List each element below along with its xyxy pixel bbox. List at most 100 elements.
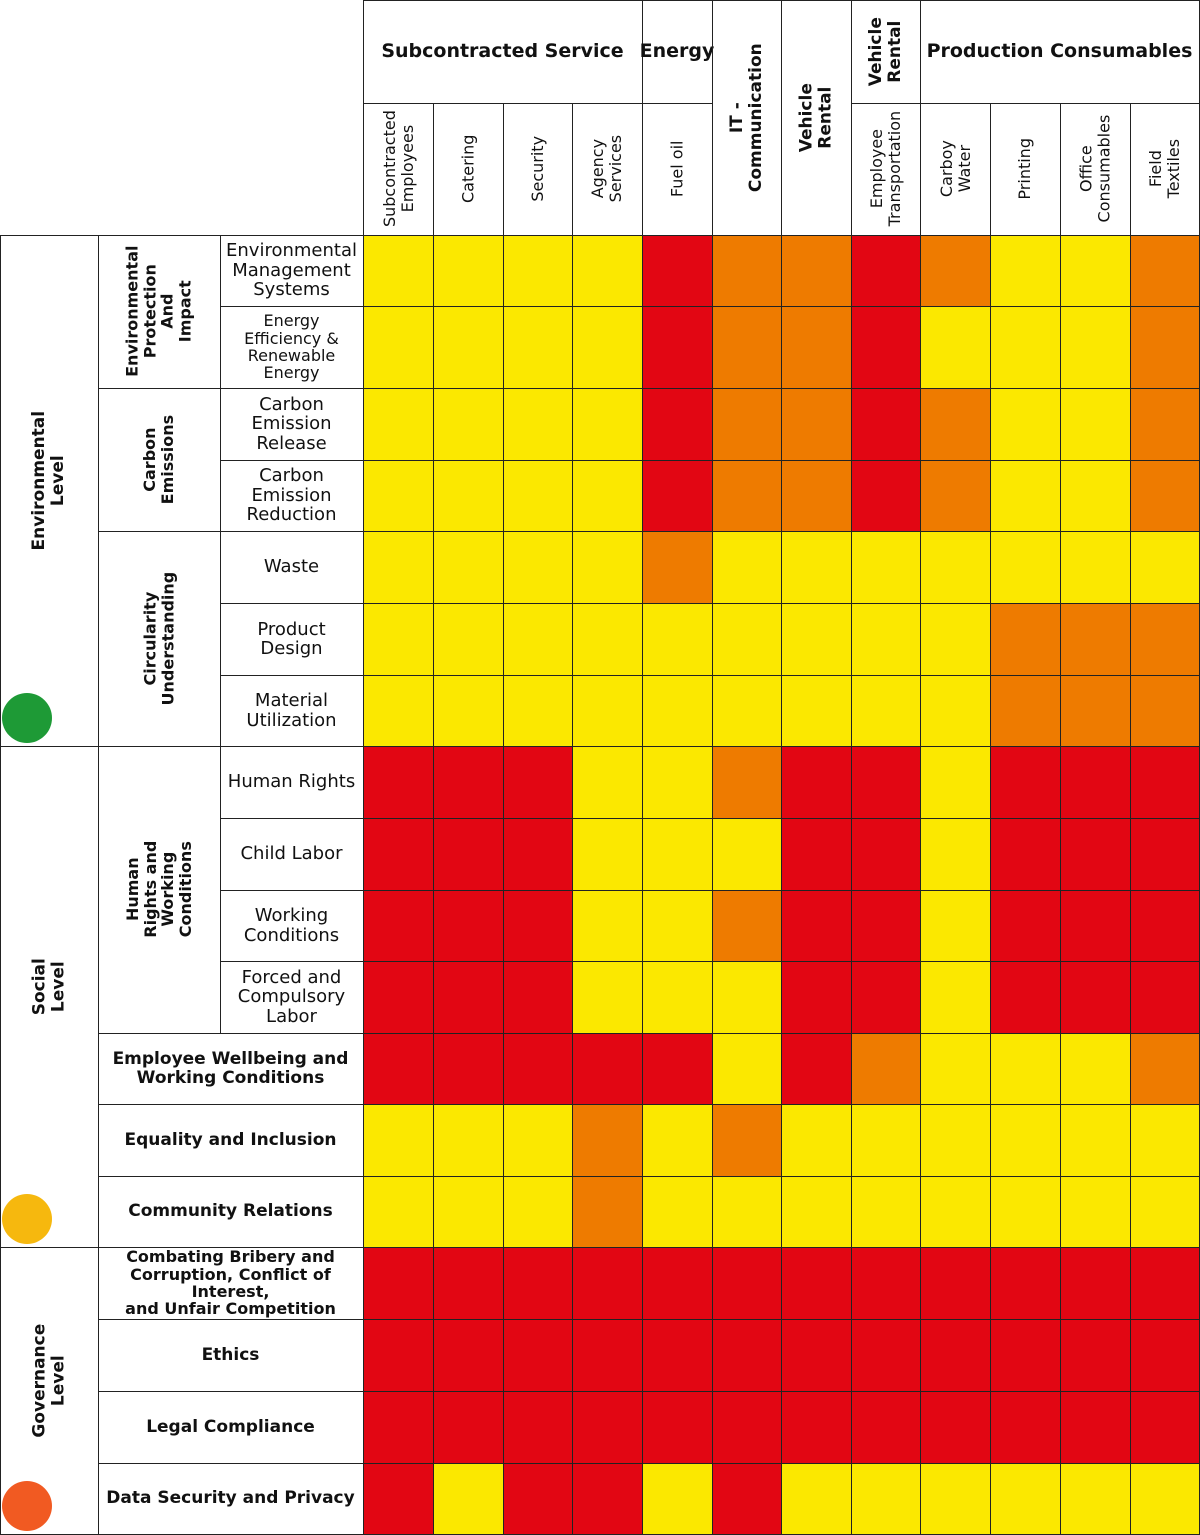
heatmap-cell [1060, 1463, 1131, 1535]
heatmap-cell [433, 306, 504, 389]
heatmap-cell [503, 1319, 573, 1392]
heatmap-cell [1060, 531, 1131, 604]
heatmap-cell [642, 675, 713, 747]
row-label-text: Product Design [257, 618, 326, 659]
heatmap-cell [642, 961, 713, 1034]
heatmap-cell [363, 961, 434, 1034]
row-label-text: Material Utilization [246, 690, 337, 731]
level-label-text: Governance Level [29, 1323, 69, 1438]
column-group-label-text: Energy [639, 40, 715, 63]
heatmap-cell [851, 675, 921, 747]
heatmap-cell [851, 746, 921, 819]
heatmap-cell [920, 306, 991, 389]
column-label: Subcontracted Employees [363, 103, 433, 235]
heatmap-cell [990, 1391, 1061, 1464]
heatmap-cell [781, 675, 852, 747]
column-label: Security [503, 103, 572, 235]
heatmap-cell [642, 1176, 713, 1248]
heatmap-cell [851, 1033, 921, 1105]
heatmap-cell [503, 1391, 573, 1464]
heatmap-cell [1060, 1247, 1131, 1320]
heatmap-cell [712, 675, 782, 747]
heatmap-cell [503, 1176, 573, 1248]
row-label-text: Working Conditions [243, 905, 340, 946]
heatmap-cell [1130, 1247, 1200, 1320]
heatmap-cell [572, 235, 643, 307]
heatmap-cell [1060, 1176, 1131, 1248]
heatmap-cell [503, 675, 573, 747]
row-label-text: Combating Bribery and Corruption, Confli… [125, 1247, 336, 1319]
heatmap-cell [990, 890, 1061, 962]
heatmap-cell [642, 1033, 713, 1105]
heatmap-cell [1130, 1319, 1200, 1392]
row-label-text: Waste [263, 556, 320, 578]
row-label: Carbon Emission Reduction [220, 460, 363, 531]
column-label: Catering [433, 103, 503, 235]
heatmap-cell [781, 1033, 852, 1105]
heatmap-cell [503, 603, 573, 676]
heatmap-cell [503, 1104, 573, 1177]
heatmap-cell [781, 1176, 852, 1248]
heatmap-cell [572, 388, 643, 461]
heatmap-cell [642, 1391, 713, 1464]
row-label: Ethics [98, 1319, 363, 1391]
category-label: Environmental Protection And Impact [98, 235, 220, 388]
heatmap-cell [503, 1463, 573, 1535]
heatmap-cell [990, 675, 1061, 747]
heatmap-cell [781, 890, 852, 962]
heatmap-cell [363, 531, 434, 604]
heatmap-cell [781, 746, 852, 819]
heatmap-cell [712, 306, 782, 389]
heatmap-cell [642, 306, 713, 389]
heatmap-cell [920, 675, 991, 747]
heatmap-cell [851, 306, 921, 389]
heatmap-cell [851, 388, 921, 461]
heatmap-cell [503, 961, 573, 1034]
heatmap-cell [433, 460, 504, 532]
heatmap-cell [1130, 961, 1200, 1034]
column-label-text: Agency Services [588, 135, 625, 203]
level-label: Environmental Level [0, 235, 98, 726]
heatmap-cell [363, 1319, 434, 1392]
heatmap-cell [781, 1463, 852, 1535]
heatmap-cell [572, 1247, 643, 1320]
heatmap-cell [851, 531, 921, 604]
column-label: Office Consumables [1060, 103, 1130, 235]
heatmap-cell [572, 1463, 643, 1535]
row-label-text: Carbon Emission Reduction [246, 465, 337, 526]
heatmap-cell [503, 1033, 573, 1105]
row-label-text: Carbon Emission Release [251, 393, 332, 454]
heatmap-cell [712, 1319, 782, 1392]
heatmap-cell [712, 1033, 782, 1105]
heatmap-cell [503, 746, 573, 819]
heatmap-cell [1060, 890, 1131, 962]
heatmap-cell [1060, 1033, 1131, 1105]
heatmap-cell [781, 235, 852, 307]
heatmap-cell [1130, 1463, 1200, 1535]
heatmap-cell [1130, 306, 1200, 389]
heatmap-cell [433, 675, 504, 747]
heatmap-cell [920, 1176, 991, 1248]
heatmap-cell [712, 1391, 782, 1464]
heatmap-cell [363, 890, 434, 962]
heatmap-cell [920, 890, 991, 962]
column-label: Carboy Water [920, 103, 990, 235]
column-label: Fuel oil [642, 103, 712, 235]
heatmap-cell [363, 818, 434, 891]
column-label-text: Catering [458, 134, 478, 204]
heatmap-cell [363, 1391, 434, 1464]
heatmap-cell [363, 1104, 434, 1177]
row-label-text: Equality and Inclusion [124, 1129, 337, 1150]
row-label: Forced and Compulsory Labor [220, 961, 363, 1033]
heatmap-cell [851, 603, 921, 676]
heatmap-cell [433, 235, 504, 307]
level-indicator-dot [2, 693, 52, 743]
heatmap-cell [433, 890, 504, 962]
heatmap-cell [642, 235, 713, 307]
level-label-text: Environmental Level [29, 410, 68, 551]
category-label-text: Carbon Emissions [140, 414, 177, 505]
heatmap-cell [851, 1319, 921, 1392]
heatmap-cell [712, 603, 782, 676]
heatmap-cell [920, 235, 991, 307]
